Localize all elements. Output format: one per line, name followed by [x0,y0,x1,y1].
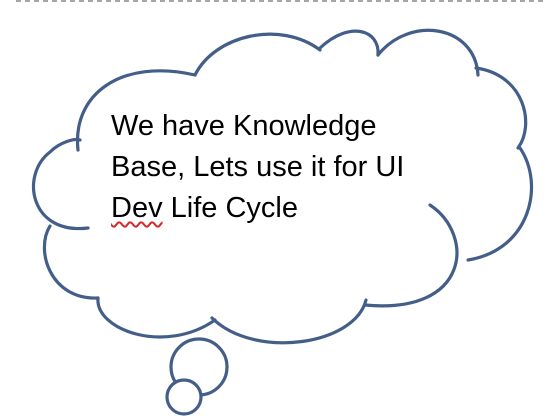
cloud-arc-right-lower [363,203,459,308]
spellcheck-flagged-word: Dev [111,192,163,224]
callout-line-3: Dev Life Cycle [111,188,451,229]
cloud-arc-right-upper [474,66,528,150]
cloud-arc-right-middle [466,146,534,262]
callout-line-1: We have Knowledge [111,110,377,142]
cloud-arc-top-right [376,28,480,77]
slide-dashed-border [16,0,546,2]
cloud-arc-top-middle-left [193,32,322,77]
cloud-arc-left-upper [31,137,90,231]
cloud-arc-top-left [75,69,197,152]
cloud-arc-bottom-left [96,296,217,339]
thought-tail-bubble-small [165,378,203,416]
cloud-arc-left-lower [42,224,100,300]
callout-line-3-rest: Life Cycle [162,192,298,224]
callout-line-2: Base, Lets use it for UI [111,151,405,183]
cloud-arc-bottom-middle [210,298,368,345]
callout-text[interactable]: We have Knowledge Base, Lets use it for … [111,106,451,229]
cloud-arc-top-middle-right [318,29,380,57]
